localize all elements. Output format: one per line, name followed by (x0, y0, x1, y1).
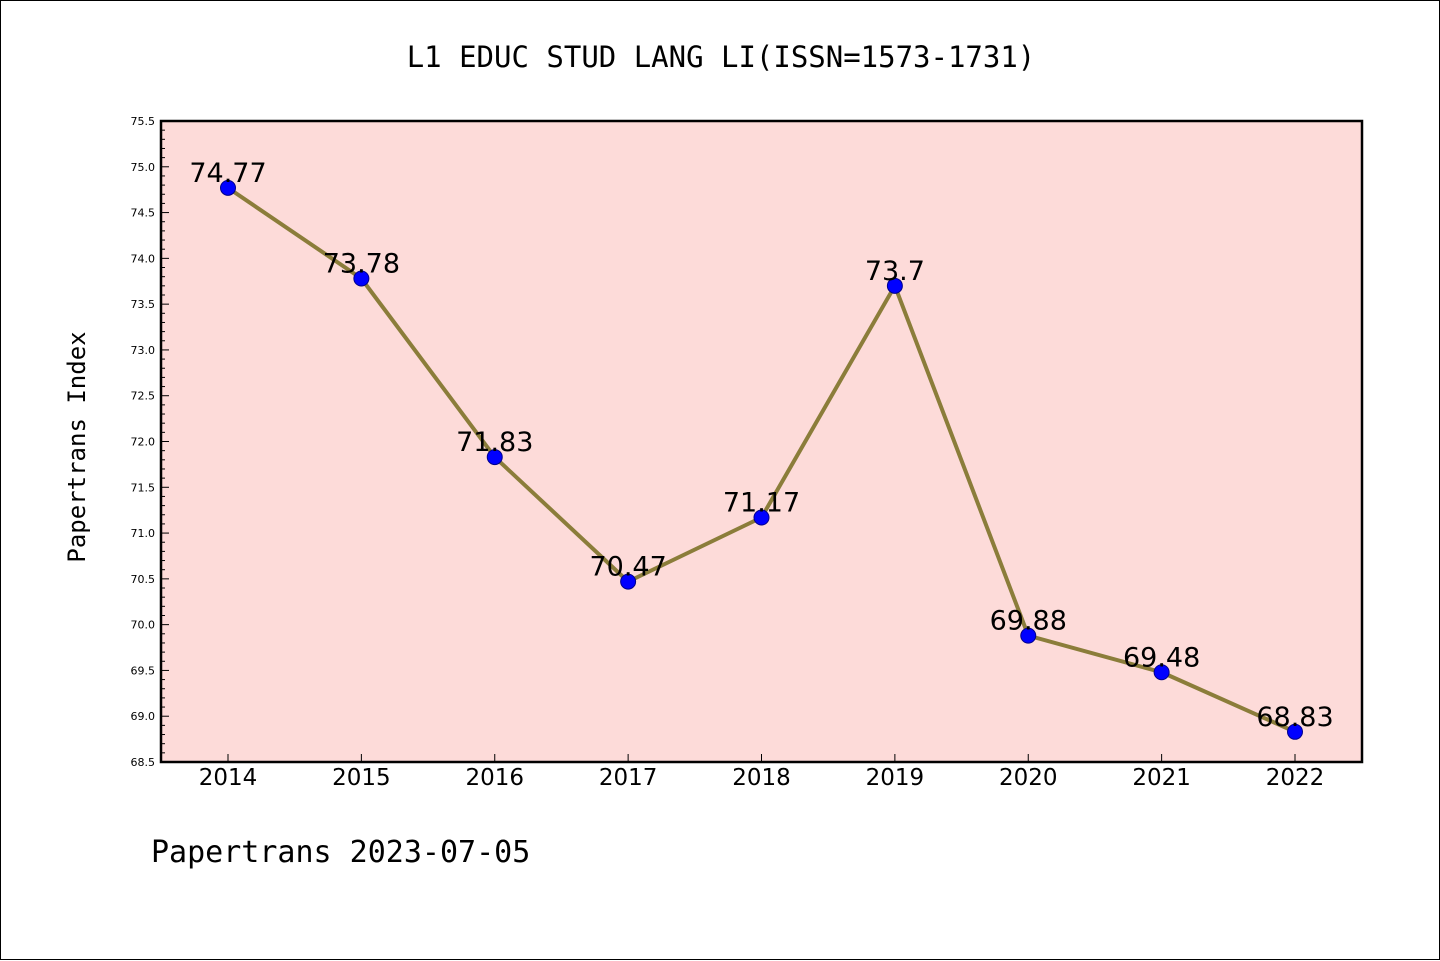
x-tick-label: 2022 (1266, 765, 1325, 791)
data-label: 73.78 (323, 249, 400, 280)
y-tick-label: 70.0 (131, 619, 156, 632)
plot-border (159, 119, 1364, 764)
data-point (486, 449, 503, 466)
y-tick-label: 73.5 (131, 298, 156, 311)
y-tick-label: 68.5 (131, 756, 156, 769)
x-tick-label: 2019 (866, 765, 925, 791)
y-axis-ticks: 68.5 69.0 69.5 70.0 70.5 71.0 71.5 72.0 72.5 73.0… (131, 115, 169, 769)
data-point (753, 509, 770, 526)
y-tick-label: 75.0 (131, 161, 156, 174)
y-tick-label: 71.5 (131, 481, 156, 494)
data-point (620, 573, 637, 590)
x-tick-label: 2020 (999, 765, 1058, 791)
y-tick-label: 69.0 (131, 710, 156, 723)
data-point (1020, 627, 1037, 644)
y-tick-label: 72.5 (131, 390, 156, 403)
y-tick-label: 74.5 (131, 207, 156, 220)
x-tick-label: 2016 (465, 765, 524, 791)
y-axis-label: Papertrans Index (63, 331, 91, 562)
x-tick-label: 2017 (599, 765, 658, 791)
y-tick-label: 72.0 (131, 436, 156, 449)
x-tick-label: 2015 (332, 765, 391, 791)
x-tick-label: 2021 (1132, 765, 1191, 791)
data-label: 71.83 (456, 427, 533, 458)
plot-area (161, 121, 1362, 762)
data-label: 73.7 (865, 256, 925, 287)
y-tick-label: 69.5 (131, 664, 156, 677)
series-layer: 74.77 73.78 71.83 70.47 71.17 73.7 69.88 69.48 6… (189, 158, 1334, 740)
chart-title: L1 EDUC STUD LANG LI(ISSN=1573-1731) (407, 40, 1036, 74)
x-tick-label: 2018 (732, 765, 791, 791)
data-label: 68.83 (1256, 702, 1333, 733)
y-tick-label: 73.0 (131, 344, 156, 357)
y-tick-label: 74.0 (131, 252, 156, 265)
x-axis-ticks: 2014 2015 2016 2017 2018 2019 2020 2021 2022 (199, 754, 1325, 791)
x-tick-label: 2014 (199, 765, 258, 791)
data-label: 74.77 (189, 158, 266, 189)
data-label: 69.48 (1123, 642, 1200, 673)
data-label: 70.47 (589, 552, 666, 583)
data-point (220, 179, 236, 196)
footer-text: Papertrans 2023-07-05 (151, 835, 531, 870)
y-tick-label: 70.5 (131, 573, 156, 586)
data-point (1153, 664, 1170, 681)
y-tick-label: 71.0 (131, 527, 156, 540)
y-tick-label: 75.5 (131, 115, 156, 128)
data-point (1287, 723, 1303, 740)
data-label: 71.17 (723, 488, 800, 519)
data-label: 69.88 (990, 606, 1067, 637)
data-point (886, 277, 903, 294)
data-point (353, 270, 370, 287)
